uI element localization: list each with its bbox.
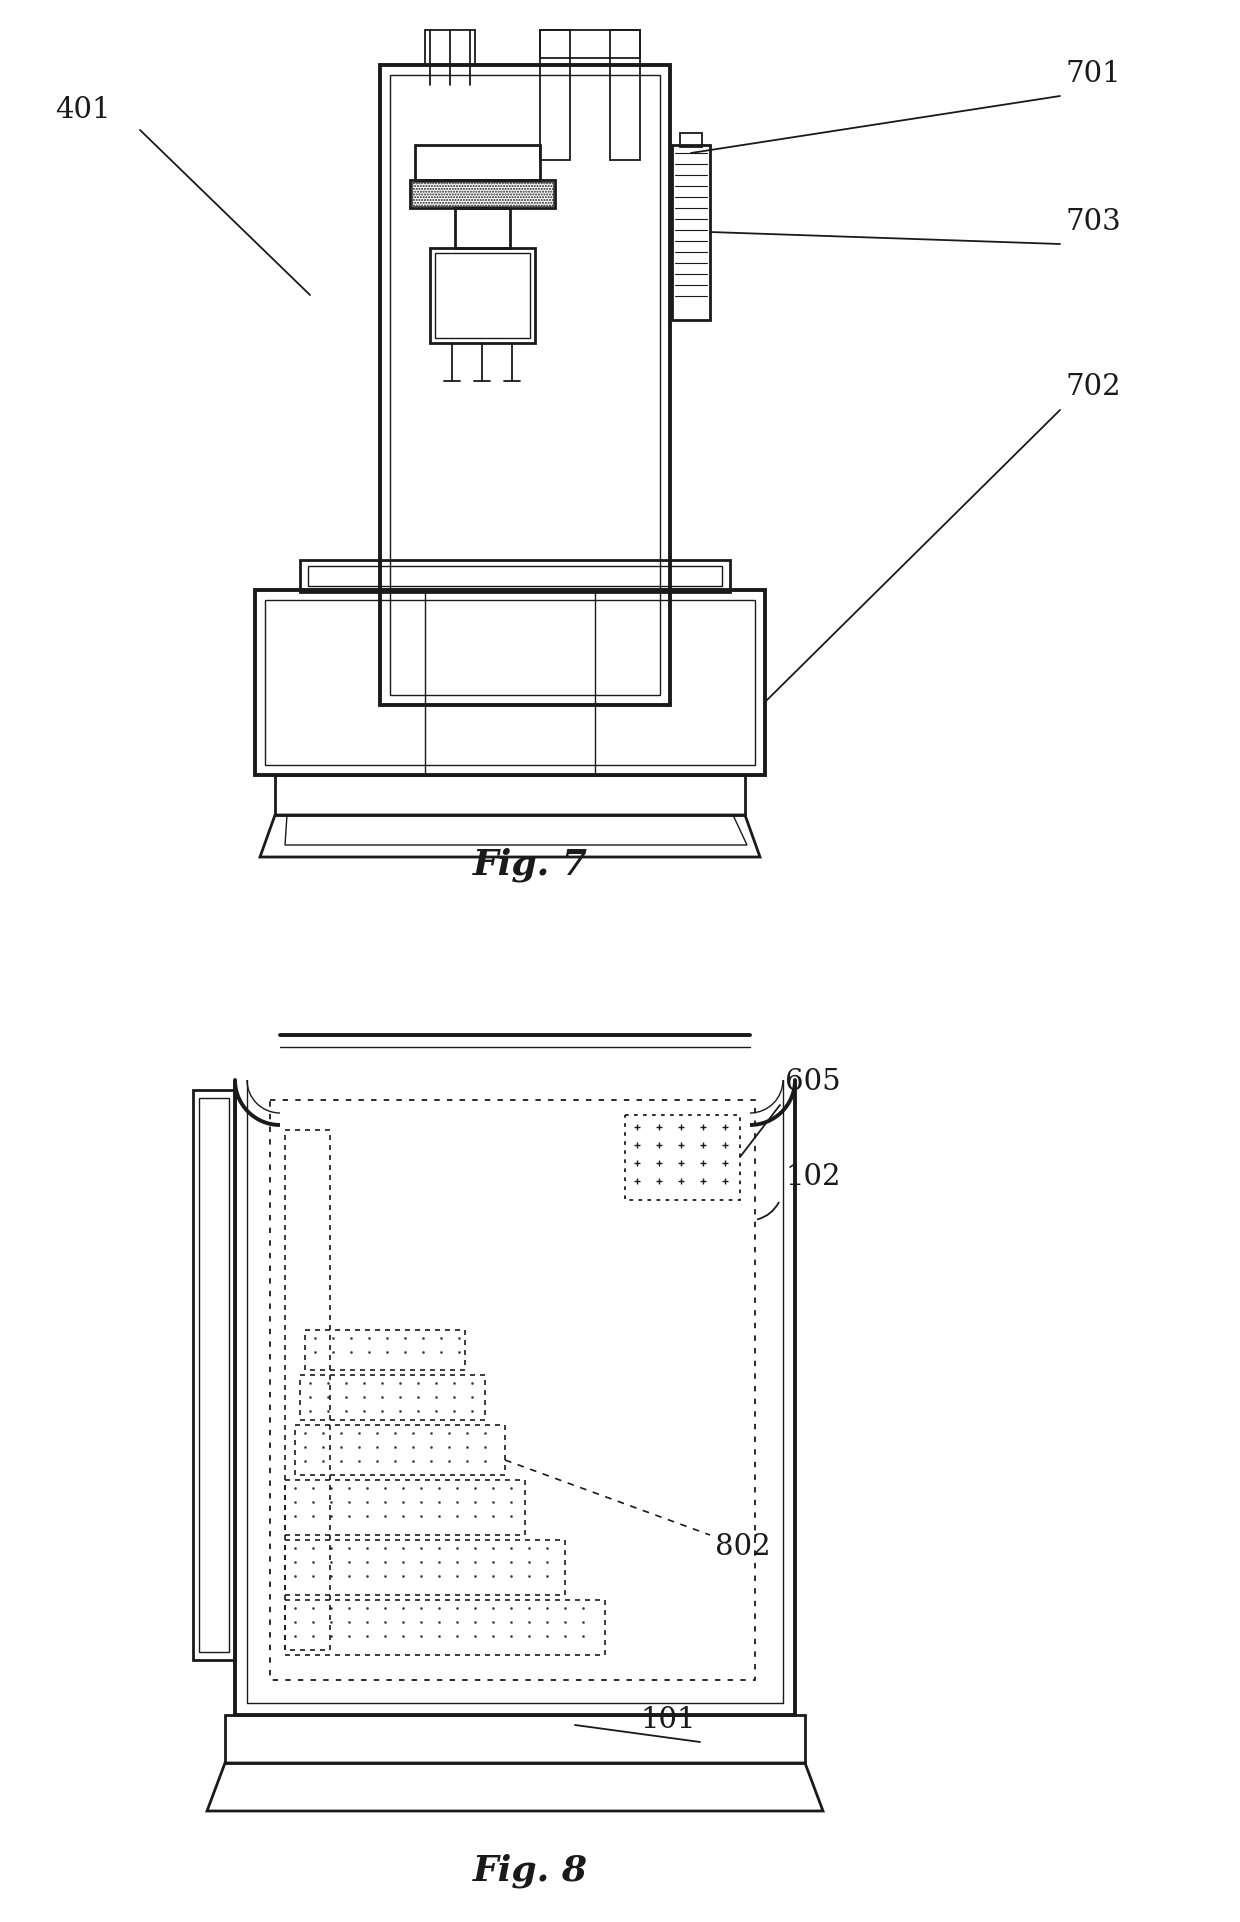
Text: Fig. 7: Fig. 7 (472, 848, 588, 882)
Bar (295, 1424, 505, 1474)
Bar (412, 183, 553, 206)
Bar (285, 1599, 605, 1655)
Bar (539, 31, 640, 58)
Bar (308, 565, 722, 586)
Bar (391, 75, 660, 696)
Bar (275, 775, 745, 815)
Text: 703: 703 (1065, 208, 1121, 236)
Text: 101: 101 (640, 1707, 696, 1734)
Bar (305, 1330, 465, 1370)
Bar (300, 1374, 485, 1420)
Bar (539, 31, 570, 160)
Bar (224, 1714, 805, 1762)
Bar (300, 559, 730, 592)
Bar (285, 1480, 525, 1536)
Text: Fig. 8: Fig. 8 (472, 1853, 588, 1887)
Text: 702: 702 (1065, 373, 1121, 402)
Bar (680, 133, 702, 146)
Bar (625, 1115, 740, 1199)
Bar (285, 1130, 330, 1649)
Text: 605: 605 (785, 1069, 841, 1096)
Bar (435, 254, 529, 338)
Text: 401: 401 (55, 96, 110, 125)
Bar (415, 144, 539, 181)
Text: 701: 701 (1065, 60, 1121, 88)
Bar (285, 1540, 565, 1595)
Text: 802: 802 (715, 1534, 770, 1561)
Bar (265, 600, 755, 765)
Bar (610, 31, 640, 160)
Bar (193, 1090, 236, 1661)
Bar (255, 590, 765, 775)
Bar (430, 248, 534, 342)
Bar (455, 208, 510, 248)
Bar (270, 1099, 755, 1680)
Bar (410, 181, 556, 208)
Bar (672, 144, 711, 319)
Bar (198, 1097, 229, 1653)
Bar (379, 65, 670, 705)
Text: 102: 102 (785, 1163, 841, 1192)
